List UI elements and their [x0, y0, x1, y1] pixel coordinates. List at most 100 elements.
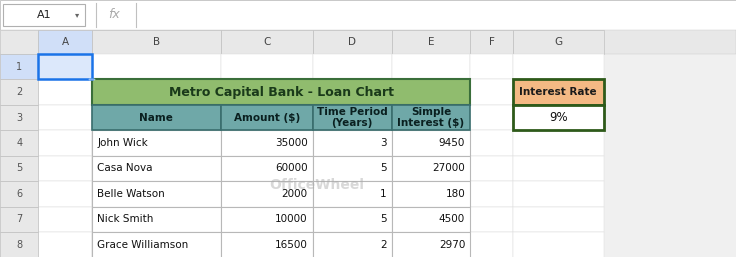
Bar [513, 207, 604, 232]
Text: 27000: 27000 [433, 163, 465, 173]
Bar [92, 30, 221, 54]
Bar [313, 156, 392, 181]
Bar [313, 54, 392, 79]
Bar [0, 0, 736, 30]
Bar [313, 232, 392, 257]
Bar [0, 54, 736, 257]
Text: 5: 5 [16, 163, 22, 173]
Text: 3: 3 [16, 113, 22, 123]
Text: A: A [62, 37, 68, 47]
Bar [221, 232, 313, 257]
Text: 2970: 2970 [439, 240, 465, 250]
Bar [92, 207, 221, 232]
Bar [313, 207, 392, 232]
Bar [38, 54, 92, 79]
Text: Grace Williamson: Grace Williamson [97, 240, 188, 250]
Bar [221, 30, 313, 54]
Bar [470, 30, 513, 54]
Bar [92, 130, 221, 156]
Bar [221, 130, 313, 156]
Bar [392, 232, 470, 257]
Bar [92, 105, 221, 130]
Text: 3: 3 [380, 138, 386, 148]
Bar [392, 79, 470, 105]
Bar [92, 181, 221, 207]
Bar [38, 232, 92, 257]
Bar [92, 207, 221, 232]
Bar [92, 232, 221, 257]
Bar [92, 105, 221, 130]
Bar [513, 79, 604, 105]
Text: 9450: 9450 [439, 138, 465, 148]
Bar [38, 30, 92, 54]
Bar [38, 207, 92, 232]
Bar [313, 30, 392, 54]
Bar [38, 156, 92, 181]
Text: 180: 180 [445, 189, 465, 199]
Text: ▾: ▾ [75, 10, 79, 19]
Bar [38, 54, 92, 79]
Bar [92, 156, 221, 181]
Bar [221, 79, 313, 105]
Text: 9%: 9% [549, 111, 567, 124]
Bar [470, 232, 513, 257]
Bar [313, 181, 392, 207]
Bar [0, 156, 38, 181]
Bar [392, 130, 470, 156]
Text: 1: 1 [16, 62, 22, 72]
Bar [313, 130, 392, 156]
Text: F: F [489, 37, 495, 47]
Bar [313, 156, 392, 181]
Bar [221, 156, 313, 181]
Text: John Wick: John Wick [97, 138, 148, 148]
Bar [0, 130, 38, 156]
Text: 1: 1 [380, 189, 386, 199]
Bar [0, 30, 736, 54]
Bar [470, 54, 513, 79]
Bar [0, 30, 38, 54]
Bar [513, 54, 604, 79]
Text: Casa Nova: Casa Nova [97, 163, 152, 173]
Bar [392, 181, 470, 207]
Bar [392, 54, 470, 79]
Text: OfficeWheel: OfficeWheel [269, 178, 364, 192]
Bar [221, 130, 313, 156]
Bar [92, 181, 221, 207]
Text: 5: 5 [380, 214, 386, 224]
Bar [221, 156, 313, 181]
Bar [392, 232, 470, 257]
Bar [221, 207, 313, 232]
Text: 10000: 10000 [275, 214, 308, 224]
Text: 8: 8 [16, 240, 22, 250]
Text: 5: 5 [380, 163, 386, 173]
Text: Interest Rate: Interest Rate [520, 87, 597, 97]
Text: Nick Smith: Nick Smith [97, 214, 154, 224]
Bar [313, 79, 392, 105]
Bar [38, 130, 92, 156]
Text: Amount ($): Amount ($) [233, 113, 300, 123]
Bar [92, 232, 221, 257]
Bar [470, 105, 513, 130]
Bar [221, 105, 313, 130]
Text: C: C [263, 37, 271, 47]
Text: 16500: 16500 [275, 240, 308, 250]
Bar [221, 181, 313, 207]
Text: 35000: 35000 [275, 138, 308, 148]
Text: Belle Watson: Belle Watson [97, 189, 165, 199]
Bar [392, 156, 470, 181]
Bar [38, 105, 92, 130]
Bar [0, 79, 38, 105]
Bar [513, 130, 604, 156]
Bar [470, 130, 513, 156]
Bar [0, 105, 38, 130]
Text: 6: 6 [16, 189, 22, 199]
Bar [38, 79, 92, 105]
Bar [392, 105, 470, 130]
Bar [513, 79, 604, 105]
Bar [313, 232, 392, 257]
Bar [392, 156, 470, 181]
Bar [92, 130, 221, 156]
Text: Time Period
(Years): Time Period (Years) [316, 107, 388, 128]
Text: fx: fx [108, 8, 120, 21]
Text: Simple
Interest ($): Simple Interest ($) [397, 107, 464, 128]
